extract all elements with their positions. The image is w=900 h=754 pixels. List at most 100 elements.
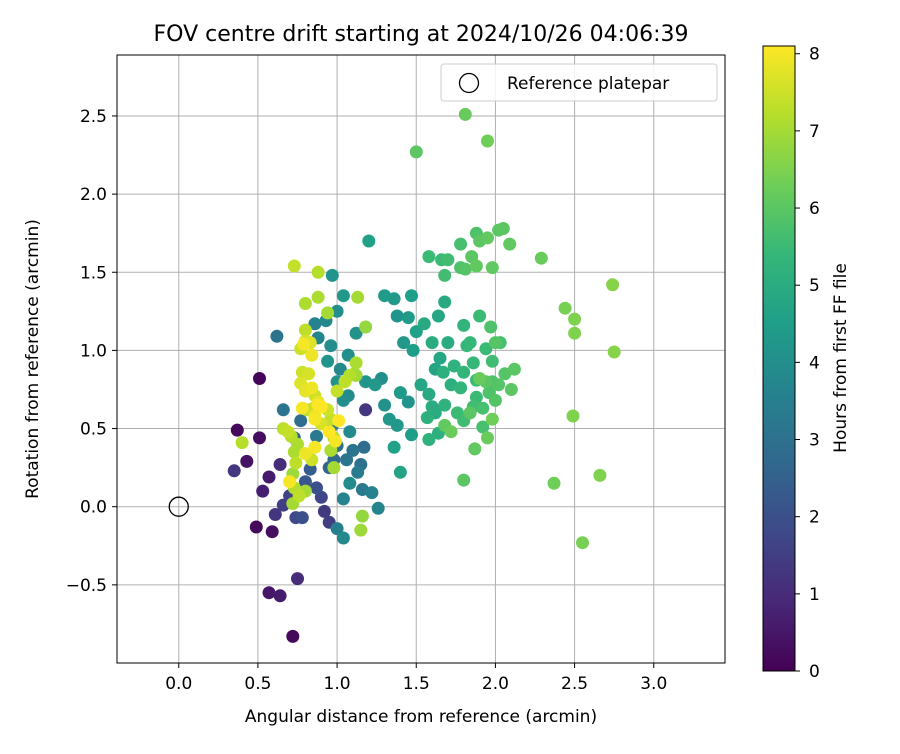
legend-marker-open-circle — [458, 72, 480, 94]
data-point — [393, 465, 407, 479]
x-tick-label: 1.5 — [403, 674, 430, 694]
data-point — [425, 336, 439, 350]
data-point — [481, 134, 494, 148]
colorbar: 0 1 2 3 4 5 6 7 8 Hours from first FF file — [762, 45, 851, 682]
data-point — [409, 145, 423, 159]
data-point — [359, 320, 373, 334]
data-point — [253, 372, 266, 385]
colorbar-ticks: 0 1 2 3 4 5 6 7 8 — [795, 45, 820, 682]
x-tick-label: 0.0 — [165, 674, 192, 694]
data-point — [240, 454, 254, 468]
colorbar-tick-label: 0 — [809, 662, 820, 682]
data-point — [457, 318, 471, 332]
data-point — [295, 511, 309, 525]
data-point — [349, 356, 363, 370]
data-point — [302, 367, 316, 381]
data-point — [485, 354, 499, 368]
reference-platepar-marker — [168, 496, 189, 517]
data-point — [365, 486, 379, 500]
data-point — [476, 420, 490, 434]
data-point — [305, 348, 319, 362]
data-point — [492, 378, 506, 392]
data-point — [406, 343, 420, 357]
data-point — [401, 395, 415, 409]
data-points — [227, 107, 621, 643]
data-point — [488, 336, 502, 350]
data-point — [469, 259, 483, 273]
data-point — [310, 481, 323, 495]
x-axis-label: Angular distance from reference (arcmin) — [245, 707, 597, 727]
data-point — [349, 326, 363, 340]
y-axis-ticks: −0.5 0.0 0.5 1.0 1.5 2.0 2.5 — [66, 107, 117, 596]
data-point — [321, 306, 335, 320]
data-point — [473, 309, 487, 323]
data-point — [438, 295, 452, 309]
data-point — [273, 589, 287, 603]
data-point — [457, 473, 471, 487]
data-point — [276, 403, 290, 417]
colorbar-tick-label: 3 — [809, 431, 820, 451]
plot-frame — [116, 54, 726, 664]
y-tick-label: 0.0 — [80, 498, 107, 518]
data-point — [566, 409, 580, 423]
data-point — [405, 428, 418, 442]
data-point — [351, 465, 365, 479]
data-point — [308, 317, 322, 331]
data-point — [481, 431, 494, 445]
data-point — [431, 309, 445, 323]
data-point — [341, 348, 355, 362]
data-point — [433, 351, 447, 365]
data-point — [476, 401, 490, 415]
data-point — [405, 289, 418, 303]
data-point — [321, 354, 335, 368]
y-axis-label: Rotation from reference (arcmin) — [23, 219, 43, 499]
data-point — [317, 504, 331, 518]
data-point — [281, 425, 295, 439]
data-point — [292, 489, 306, 503]
data-point — [488, 393, 502, 407]
data-point — [286, 629, 300, 643]
data-point — [454, 237, 468, 251]
data-point — [378, 398, 392, 412]
data-point — [457, 365, 471, 379]
data-point — [436, 365, 450, 379]
colorbar-tick-label: 7 — [809, 122, 820, 142]
legend-label: Reference platepar — [507, 74, 669, 94]
y-tick-label: 2.0 — [80, 185, 107, 205]
data-point — [305, 381, 319, 395]
data-point — [568, 326, 582, 340]
data-point — [298, 323, 312, 337]
data-point — [310, 429, 323, 443]
data-point — [336, 393, 350, 407]
data-point — [393, 386, 407, 400]
data-point — [283, 475, 297, 489]
data-point — [503, 237, 517, 251]
grid-lines — [117, 55, 725, 663]
data-point — [256, 484, 270, 498]
data-point — [355, 509, 369, 523]
x-tick-label: 2.5 — [561, 674, 588, 694]
data-point — [463, 406, 477, 420]
data-point — [422, 250, 436, 264]
data-point — [447, 359, 461, 373]
data-point — [336, 492, 350, 506]
data-point — [297, 337, 311, 351]
colorbar-tick-label: 8 — [809, 45, 820, 65]
data-point — [298, 447, 312, 461]
data-point — [265, 525, 279, 539]
data-point — [357, 440, 371, 454]
data-point — [330, 522, 344, 536]
x-axis-ticks: 0.0 0.5 1.0 1.5 2.0 2.5 3.0 — [165, 663, 667, 694]
y-tick-label: 2.5 — [80, 107, 107, 127]
data-point — [438, 268, 452, 282]
colorbar-tick-label: 6 — [809, 199, 820, 219]
data-point — [438, 398, 452, 412]
data-point — [422, 387, 436, 401]
data-point — [235, 436, 249, 450]
legend-box — [440, 63, 718, 102]
data-point — [485, 412, 499, 426]
data-point — [343, 425, 357, 439]
data-point — [466, 356, 480, 370]
x-tick-label: 1.0 — [324, 674, 351, 694]
